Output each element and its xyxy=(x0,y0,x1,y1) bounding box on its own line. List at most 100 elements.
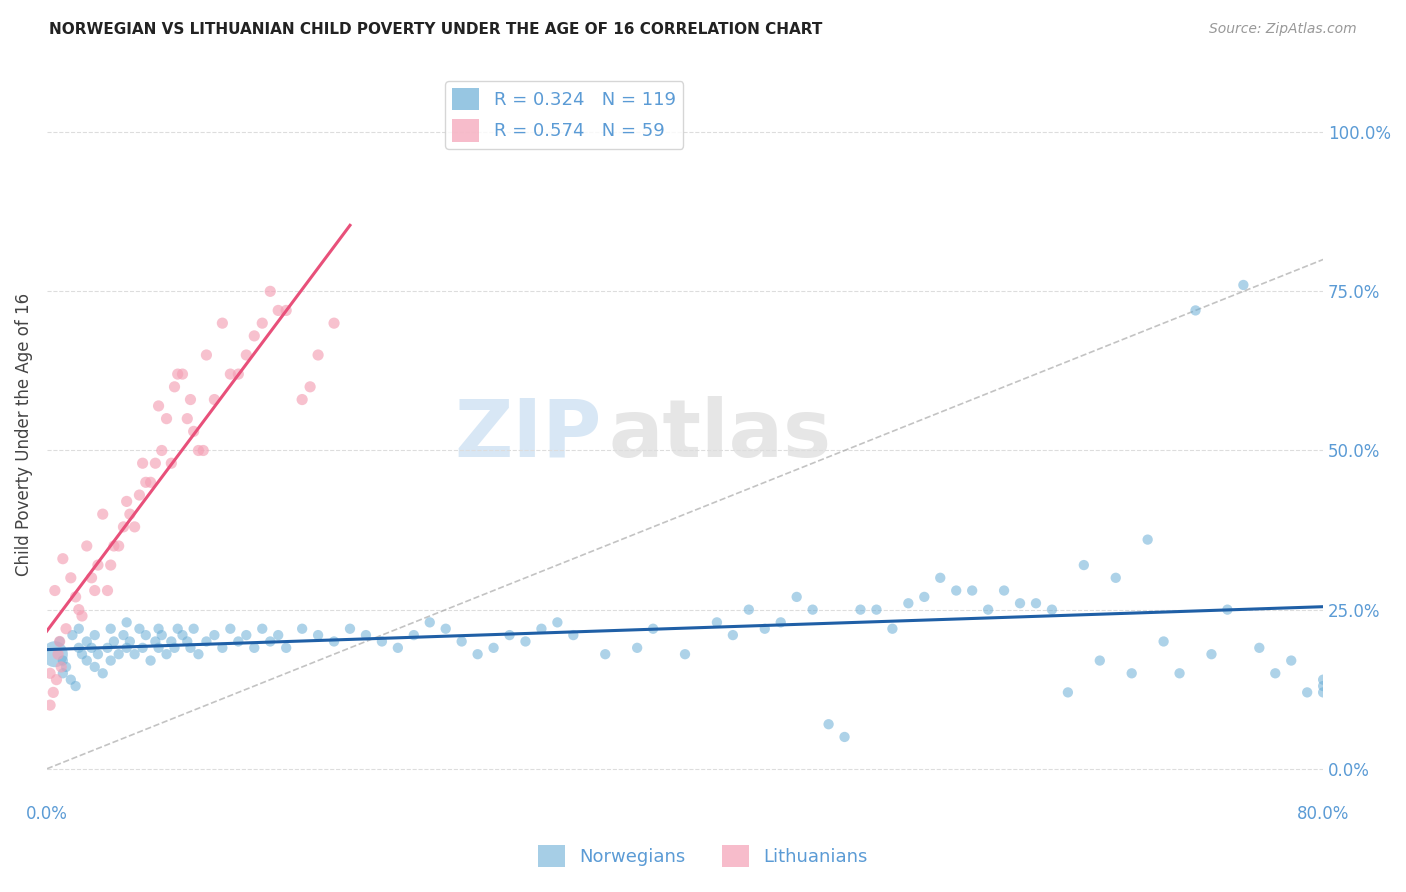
Point xyxy=(402,628,425,642)
Point xyxy=(145,634,167,648)
Point xyxy=(100,558,122,572)
Point xyxy=(112,520,135,534)
Point xyxy=(228,367,250,381)
Text: ZIP: ZIP xyxy=(454,395,602,474)
Point xyxy=(202,628,225,642)
Point xyxy=(1088,654,1111,668)
Point xyxy=(202,392,225,407)
Point xyxy=(150,443,173,458)
Point xyxy=(307,348,329,362)
Point xyxy=(96,640,118,655)
Point xyxy=(323,634,346,648)
Point xyxy=(643,622,665,636)
Point xyxy=(817,717,839,731)
Point xyxy=(187,647,209,661)
Point xyxy=(52,551,75,566)
Point xyxy=(39,698,62,713)
Point xyxy=(80,571,103,585)
Point xyxy=(1040,602,1063,616)
Point xyxy=(67,602,90,616)
Point xyxy=(48,634,70,648)
Point xyxy=(371,634,394,648)
Point xyxy=(166,367,188,381)
Point xyxy=(103,539,125,553)
Point xyxy=(1105,571,1128,585)
Point xyxy=(176,411,198,425)
Point xyxy=(450,634,472,648)
Point xyxy=(1279,654,1302,668)
Point xyxy=(243,640,266,655)
Point xyxy=(195,348,218,362)
Point xyxy=(1232,277,1254,292)
Point xyxy=(1264,666,1286,681)
Point xyxy=(118,634,141,648)
Point xyxy=(46,647,69,661)
Point xyxy=(128,622,150,636)
Point xyxy=(243,329,266,343)
Point xyxy=(252,316,274,330)
Point xyxy=(721,628,744,642)
Point xyxy=(135,475,157,490)
Point xyxy=(754,622,776,636)
Point xyxy=(1296,685,1319,699)
Point xyxy=(179,640,201,655)
Point xyxy=(70,647,93,661)
Point xyxy=(160,456,183,470)
Point xyxy=(786,590,808,604)
Point xyxy=(148,622,170,636)
Point xyxy=(1312,685,1334,699)
Point xyxy=(882,622,904,636)
Point xyxy=(59,571,82,585)
Point xyxy=(897,596,920,610)
Point xyxy=(107,647,129,661)
Point xyxy=(945,583,967,598)
Point xyxy=(103,634,125,648)
Point xyxy=(1025,596,1047,610)
Text: atlas: atlas xyxy=(609,395,831,474)
Point xyxy=(419,615,441,630)
Point xyxy=(1136,533,1159,547)
Point xyxy=(434,622,457,636)
Point xyxy=(912,590,935,604)
Point xyxy=(83,628,105,642)
Point xyxy=(291,622,314,636)
Point xyxy=(76,634,98,648)
Point xyxy=(849,602,872,616)
Point xyxy=(39,666,62,681)
Point xyxy=(135,628,157,642)
Point xyxy=(1153,634,1175,648)
Point xyxy=(52,666,75,681)
Point xyxy=(546,615,568,630)
Point xyxy=(100,622,122,636)
Point xyxy=(91,666,114,681)
Point xyxy=(124,520,146,534)
Point xyxy=(1121,666,1143,681)
Point xyxy=(166,622,188,636)
Point xyxy=(1168,666,1191,681)
Point xyxy=(55,660,77,674)
Point xyxy=(115,494,138,508)
Point xyxy=(148,640,170,655)
Point xyxy=(183,425,205,439)
Point xyxy=(977,602,1000,616)
Point xyxy=(219,622,242,636)
Point xyxy=(139,654,162,668)
Point xyxy=(323,316,346,330)
Point xyxy=(163,380,186,394)
Point xyxy=(259,634,281,648)
Point xyxy=(193,443,215,458)
Point xyxy=(1201,647,1223,661)
Point xyxy=(124,647,146,661)
Point xyxy=(1249,640,1271,655)
Point xyxy=(80,640,103,655)
Point xyxy=(115,615,138,630)
Point xyxy=(115,640,138,655)
Point xyxy=(1312,679,1334,693)
Point xyxy=(252,622,274,636)
Point xyxy=(1073,558,1095,572)
Point xyxy=(1312,673,1334,687)
Point xyxy=(626,640,648,655)
Point xyxy=(515,634,537,648)
Point xyxy=(76,539,98,553)
Point xyxy=(291,392,314,407)
